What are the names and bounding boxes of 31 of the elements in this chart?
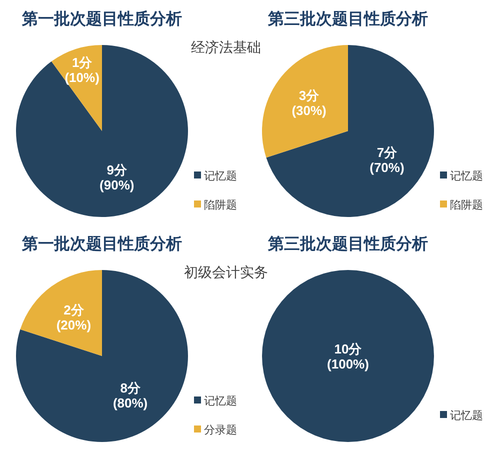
pie-slice	[266, 45, 434, 217]
chart-title: 第三批次题目性质分析	[267, 234, 428, 253]
data-label: 8分 (80%)	[112, 380, 148, 410]
legend-label: 记忆题	[204, 394, 237, 408]
legend-item: 记忆题	[194, 170, 237, 182]
legend-label: 陷阱题	[204, 198, 237, 212]
legend-item: 陷阱题	[440, 198, 483, 212]
legend-label: 陷阱题	[450, 198, 483, 212]
chart-title: 第一批次题目性质分析	[21, 9, 182, 28]
legend-item: 记忆题	[194, 394, 237, 408]
data-label: 2分 (20%)	[56, 302, 92, 333]
legend-label: 分录题	[204, 424, 237, 436]
pie-slice	[16, 45, 188, 217]
data-label: 9分 (90%)	[100, 162, 134, 192]
legend-item: 记忆题	[440, 409, 483, 422]
legend-item: 陷阱题	[194, 198, 237, 212]
legend-item: 记忆题	[440, 170, 483, 182]
legend-label: 记忆题	[204, 170, 237, 182]
chart-title: 第一批次题目性质分析	[21, 234, 182, 253]
chart-subtitle: 初级会计实务	[184, 265, 268, 281]
data-label: 7分 (70%)	[370, 144, 404, 175]
pie-slice	[262, 45, 348, 158]
chart-subtitle: 经济法基础	[191, 40, 261, 56]
data-label: 1分 (10%)	[64, 55, 100, 86]
chart-title: 第三批次题目性质分析	[267, 9, 428, 28]
data-label: 3分 (30%)	[292, 88, 326, 118]
legend-item: 分录题	[194, 424, 237, 436]
legend-label: 记忆题	[450, 170, 483, 182]
legend-label: 记忆题	[450, 409, 483, 422]
pie-slice	[20, 270, 102, 356]
data-label: 10分 (100%)	[327, 342, 369, 372]
